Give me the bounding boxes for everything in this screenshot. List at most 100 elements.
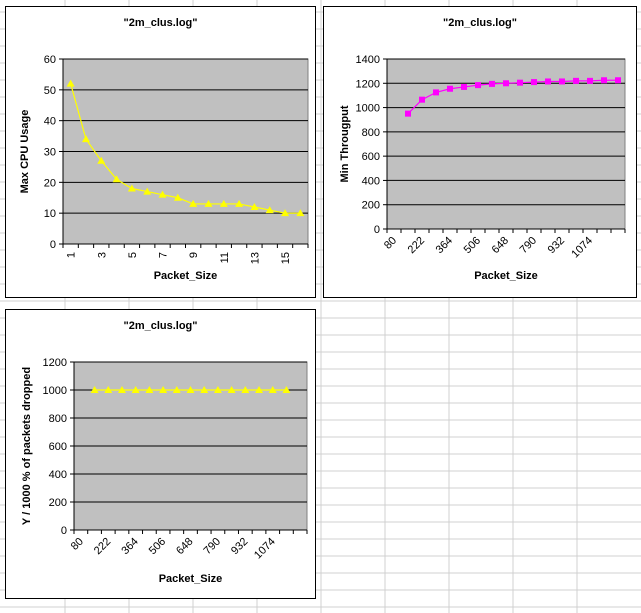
y-tick-label: 1000 — [356, 103, 380, 115]
data-point — [189, 199, 198, 207]
chart-title: "2m_clus.log" — [123, 17, 198, 29]
x-tick-label: 1 — [66, 252, 78, 258]
data-point — [405, 110, 411, 117]
data-point — [213, 386, 222, 393]
data-point — [419, 96, 425, 103]
y-tick-label: 800 — [49, 413, 67, 425]
series-0 — [405, 77, 621, 117]
y-tick-label: 400 — [362, 175, 380, 187]
data-point — [503, 80, 509, 87]
y-tick-label: 10 — [44, 208, 56, 220]
data-point — [447, 85, 453, 92]
x-axis-title: Packet_Size — [159, 573, 223, 585]
x-tick-label: 222 — [92, 536, 113, 557]
y-tick-label: 50 — [44, 85, 56, 97]
data-point — [112, 175, 121, 183]
plot-area — [386, 58, 626, 230]
series-line — [407, 79, 618, 115]
x-axis-title: Packet_Size — [474, 270, 538, 282]
data-point — [158, 190, 167, 198]
data-point — [559, 78, 565, 85]
y-tick-label: 1200 — [43, 357, 67, 369]
x-tick-label: 3 — [96, 252, 108, 258]
data-point — [573, 77, 579, 84]
data-point — [81, 135, 90, 143]
data-point — [517, 79, 523, 86]
data-point — [219, 199, 228, 207]
data-point — [186, 386, 195, 393]
x-tick-label: 222 — [406, 235, 427, 256]
data-point — [265, 206, 274, 214]
data-point — [90, 386, 99, 393]
y-tick-label: 200 — [49, 497, 67, 509]
x-tick-label: 364 — [119, 536, 140, 557]
x-tick-label: 7 — [158, 252, 170, 258]
data-point — [601, 77, 607, 84]
data-point — [296, 209, 305, 217]
data-point — [131, 386, 140, 393]
data-point — [145, 386, 154, 393]
x-tick-label: 790 — [518, 235, 539, 256]
packets-dropped-plot: 0 200 400 600 800 1000 1200 80 222 364 506 648 790 93… — [21, 357, 308, 585]
y-tick-label: 30 — [44, 147, 56, 159]
data-point — [104, 386, 113, 393]
x-tick-label: 506 — [147, 536, 168, 557]
y-tick-label: 1000 — [43, 385, 67, 397]
y-tick-label: 600 — [362, 151, 380, 163]
x-tick-label: 80 — [382, 235, 399, 252]
throughput-chart[interactable]: "2m_clus.log" 0 200 400 600 800 1000 1200 1400 8… — [323, 6, 637, 298]
data-point — [250, 203, 259, 210]
data-point — [587, 77, 593, 84]
x-tick-label: 932 — [546, 235, 567, 256]
data-point — [241, 386, 250, 393]
data-point — [117, 386, 126, 393]
y-axis-title: Min Througput — [339, 105, 351, 182]
data-point — [615, 77, 621, 84]
data-point — [172, 386, 181, 393]
x-tick-label: 13 — [249, 252, 261, 264]
data-point — [227, 386, 236, 393]
y-axis-title: Y / 1000 % of packets dropped — [21, 367, 33, 525]
data-point — [281, 209, 290, 217]
y-tick-label: 40 — [44, 116, 56, 128]
x-tick-label: 80 — [69, 536, 86, 553]
data-point — [268, 386, 277, 393]
y-tick-label: 1200 — [356, 78, 380, 90]
y-tick-label: 1400 — [356, 54, 380, 66]
data-point — [545, 78, 551, 85]
y-tick-label: 60 — [44, 54, 56, 66]
y-tick-label: 200 — [362, 200, 380, 212]
data-point — [200, 386, 209, 393]
y-tick-label: 800 — [362, 127, 380, 139]
data-point — [173, 193, 182, 201]
series-0 — [66, 79, 305, 217]
data-point — [97, 156, 106, 164]
x-tick-label: 1074 — [252, 536, 278, 562]
y-tick-label: 0 — [50, 239, 56, 251]
y-tick-label: 0 — [374, 224, 380, 236]
y-tick-label: 0 — [61, 525, 67, 537]
data-point — [66, 79, 75, 87]
data-point — [127, 184, 136, 192]
x-tick-label: 648 — [490, 235, 511, 256]
cpu-usage-chart[interactable]: "2m_clus.log" 0 10 20 30 40 50 60 1 3 5 7 9 11 13 15 Pa… — [5, 6, 316, 298]
data-point — [204, 199, 213, 207]
y-tick-label: 400 — [49, 469, 67, 481]
data-point — [143, 187, 152, 195]
y-axis-title: Max CPU Usage — [19, 110, 31, 194]
packets-dropped-chart[interactable]: "2m_clus.log" 0 200 400 600 800 1000 1200 80 222… — [5, 309, 316, 599]
chart-title: "2m_clus.log" — [123, 320, 198, 332]
x-tick-label: 506 — [462, 235, 483, 256]
data-point — [159, 386, 168, 393]
data-point — [282, 386, 291, 393]
x-tick-label: 364 — [434, 235, 455, 256]
series-0 — [90, 386, 291, 393]
data-point — [475, 82, 481, 89]
x-tick-label: 648 — [174, 536, 195, 557]
x-tick-label: 5 — [127, 252, 139, 258]
data-point — [433, 89, 439, 96]
throughput-plot: 0 200 400 600 800 1000 1200 1400 80 222 364 506 648 7… — [339, 54, 626, 282]
data-point — [531, 79, 537, 86]
x-tick-label: 15 — [280, 252, 292, 264]
